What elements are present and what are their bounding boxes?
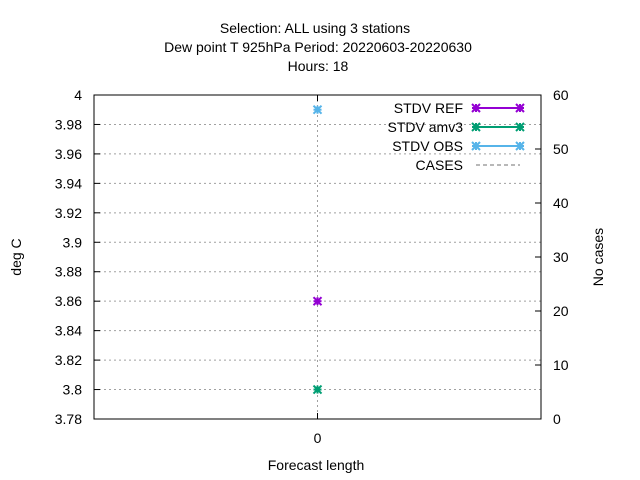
y2-axis-label: No cases [590,228,606,286]
legend-marker-end-0 [515,103,525,113]
y-tick-label: 3.92 [55,205,82,221]
y-tick-label: 3.86 [55,293,82,309]
y-tick-label: 3.8 [63,382,83,398]
y-tick-label: 3.98 [55,116,82,132]
legend-label-2: STDV OBS [392,138,463,154]
x-axis-tick-labels: 0 [314,430,322,446]
x-tick-label: 0 [314,430,322,446]
chart-title-line-2: Dew point T 925hPa Period: 20220603-2022… [164,39,472,55]
y-tick-label: 3.78 [55,411,82,427]
data-points [312,105,323,395]
data-point-series-0 [312,296,323,306]
legend-label-0: STDV REF [394,100,463,116]
y2-tick-label: 50 [553,141,569,157]
legend-label-3: CASES [416,157,463,173]
legend-marker-start-1 [471,122,481,132]
y2-tick-label: 30 [553,249,569,265]
chart-title-line-3: Hours: 18 [288,58,349,74]
y-axis-tick-labels: 3.78 3.8 3.82 3.84 3.86 3.88 3.9 3.92 3.94 3.96 3.… [55,87,82,427]
legend: STDV REF STDV amv3 STDV OBS CASES [388,100,525,173]
y-tick-label: 3.94 [55,175,82,191]
legend-label-1: STDV amv3 [388,119,464,135]
legend-marker-start-0 [471,103,481,113]
legend-marker-end-1 [515,122,525,132]
legend-marker-end-2 [515,141,525,151]
axes-ticks [94,94,541,420]
y-tick-label: 3.9 [63,234,83,250]
grid [94,95,541,419]
y2-tick-label: 60 [553,87,569,103]
y-tick-label: 3.88 [55,264,82,280]
x-axis-label: Forecast length [268,457,365,473]
y-tick-label: 4 [74,87,82,103]
y2-axis-tick-labels: 0 10 20 30 40 50 60 [553,87,569,427]
y2-tick-label: 10 [553,357,569,373]
y2-tick-label: 20 [553,303,569,319]
legend-marker-start-2 [471,141,481,151]
y2-tick-label: 0 [553,411,561,427]
y-tick-label: 3.84 [55,323,82,339]
data-point-series-1 [312,384,323,395]
data-point-series-2 [312,105,323,115]
y-tick-label: 3.82 [55,352,82,368]
y-axis-label: deg C [8,238,24,275]
y2-tick-label: 40 [553,195,569,211]
y-tick-label: 3.96 [55,146,82,162]
chart-title-line-1: Selection: ALL using 3 stations [220,20,410,36]
